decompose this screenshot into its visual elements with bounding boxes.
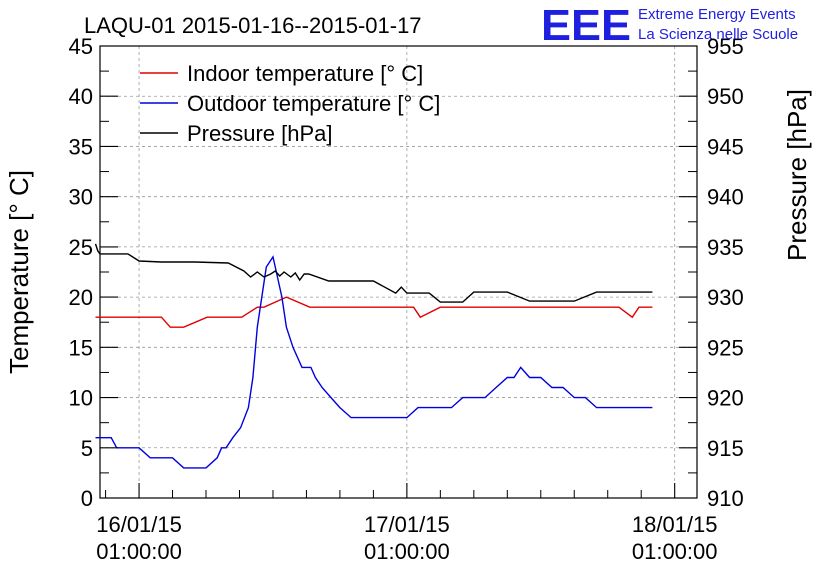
y2-tick-label: 955: [707, 34, 744, 59]
y2-tick-label: 940: [707, 185, 744, 210]
x-tick-time: 01:00:00: [364, 539, 450, 564]
y2-tick-label: 920: [707, 386, 744, 411]
series-line-pressure: [94, 243, 653, 303]
y2-tick-label: 915: [707, 436, 744, 461]
y-tick-label: 35: [69, 134, 93, 159]
right-y-axis: 910 915 920 925 930 935 940 945 950 955: [679, 34, 744, 511]
legend-label: Indoor temperature [° C]: [187, 61, 423, 86]
y-axis-label: Temperature [° C]: [4, 170, 34, 374]
logo-line-2: La Scienza nelle Scuole: [638, 26, 798, 43]
y-tick-label: 0: [81, 486, 93, 511]
y2-tick-label: 945: [707, 134, 744, 159]
legend-label: Pressure [hPa]: [187, 121, 333, 146]
x-tick-time: 01:00:00: [96, 539, 182, 564]
y2-tick-label: 925: [707, 335, 744, 360]
y-tick-label: 25: [69, 235, 93, 260]
y-tick-label: 10: [69, 386, 93, 411]
x-axis: 16/01/1501:00:0017/01/1501:00:0018/01/15…: [96, 483, 718, 564]
y2-tick-label: 935: [707, 235, 744, 260]
legend: Indoor temperature [° C] Outdoor temperat…: [140, 61, 440, 146]
x-tick-time: 01:00:00: [632, 539, 718, 564]
series-line-indoor: [95, 296, 653, 328]
y2-tick-label: 950: [707, 84, 744, 109]
legend-label: Outdoor temperature [° C]: [187, 91, 440, 116]
x-tick-date: 16/01/15: [96, 512, 182, 537]
y-tick-label: 30: [69, 185, 93, 210]
y-tick-label: 15: [69, 335, 93, 360]
y2-axis-label: Pressure [hPa]: [782, 89, 812, 261]
y2-tick-label: 930: [707, 285, 744, 310]
eee-logo: EEE Extreme Energy Events La Scienza nel…: [541, 1, 798, 50]
series-layer: [94, 243, 653, 469]
series-line-outdoor: [95, 255, 653, 469]
left-y-axis: 0 5 10 15 20 25 30 35 40 45: [69, 34, 118, 511]
y-tick-label: 5: [81, 436, 93, 461]
x-tick-date: 17/01/15: [364, 512, 450, 537]
y-tick-label: 45: [69, 34, 93, 59]
y2-tick-label: 910: [707, 486, 744, 511]
logo-line-1: Extreme Energy Events: [638, 6, 796, 23]
x-tick-date: 18/01/15: [632, 512, 718, 537]
chart-title: LAQU-01 2015-01-16--2015-01-17: [84, 13, 422, 38]
y-tick-label: 20: [69, 285, 93, 310]
y-tick-label: 40: [69, 84, 93, 109]
eee-logo-mark: EEE: [541, 1, 631, 50]
